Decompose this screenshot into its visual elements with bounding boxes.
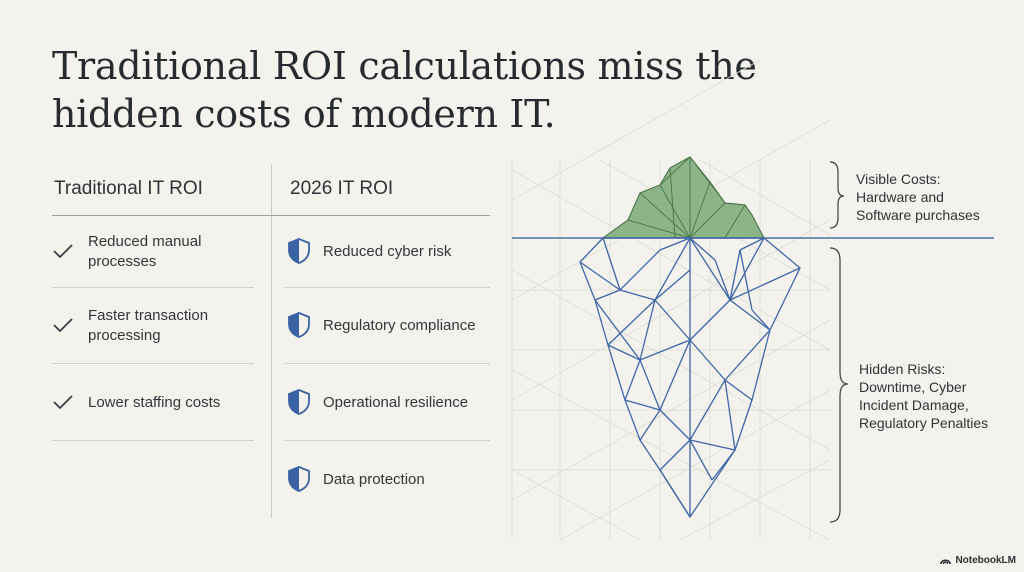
page-title: Traditional ROI calculations miss the hi… <box>52 42 772 138</box>
hidden-risks-annotation: Hidden Risks: Downtime, Cyber Incident D… <box>859 360 988 432</box>
row-divider <box>52 363 254 364</box>
left-item-1-line-2: processes <box>88 253 157 270</box>
header-rule <box>52 215 490 216</box>
visible-costs-brace <box>829 161 845 229</box>
checkmark-icon <box>53 244 73 259</box>
shield-icon <box>288 466 310 492</box>
shield-icon <box>288 312 310 338</box>
title-line-1: Traditional ROI calculations miss the <box>52 44 757 88</box>
traditional-roi-heading: Traditional IT ROI <box>54 178 203 199</box>
visible-costs-line-1: Visible Costs: <box>856 171 941 187</box>
modern-roi-heading: 2026 IT ROI <box>290 178 394 199</box>
checkmark-icon <box>53 318 73 333</box>
row-divider <box>285 287 490 288</box>
background-grid <box>511 59 831 541</box>
row-divider <box>52 440 254 441</box>
shield-icon <box>288 389 310 415</box>
row-divider <box>285 363 490 364</box>
checkmark-icon <box>53 395 73 410</box>
visible-costs-line-2: Hardware and <box>856 189 944 205</box>
left-item-3: Lower staffing costs <box>88 394 221 411</box>
hidden-risks-line-3: Incident Damage, <box>859 397 969 413</box>
right-item-4: Data protection <box>323 471 425 488</box>
right-item-1: Reduced cyber risk <box>323 243 452 260</box>
notebooklm-logo-icon <box>940 559 952 565</box>
shield-icon <box>288 238 310 264</box>
left-item-2: Faster transaction processing <box>88 306 208 346</box>
right-item-3: Operational resilience <box>323 394 469 411</box>
hidden-risks-line-4: Regulatory Penalties <box>859 415 989 431</box>
iceberg-body <box>579 237 801 518</box>
visible-costs-line-3: Software purchases <box>856 207 980 223</box>
brand-label: NotebookLM <box>955 555 1016 566</box>
hidden-risks-line-1: Hidden Risks: <box>859 361 946 377</box>
left-item-2-line-1: Faster transaction <box>88 307 209 324</box>
notebooklm-brand: NotebookLM <box>940 555 1016 566</box>
right-item-2: Regulatory compliance <box>323 317 476 334</box>
left-item-1: Reduced manual processes <box>88 232 201 272</box>
visible-costs-annotation: Visible Costs: Hardware and Software pur… <box>856 170 980 224</box>
title-line-2: hidden costs of modern IT. <box>52 92 556 136</box>
row-divider <box>52 287 254 288</box>
left-item-1-line-1: Reduced manual <box>88 233 202 250</box>
column-divider <box>271 164 272 518</box>
hidden-risks-line-2: Downtime, Cyber <box>859 379 967 395</box>
iceberg-tip <box>601 156 765 239</box>
left-item-2-line-2: processing <box>88 327 161 344</box>
hidden-risks-brace <box>829 247 849 523</box>
row-divider <box>285 440 490 441</box>
